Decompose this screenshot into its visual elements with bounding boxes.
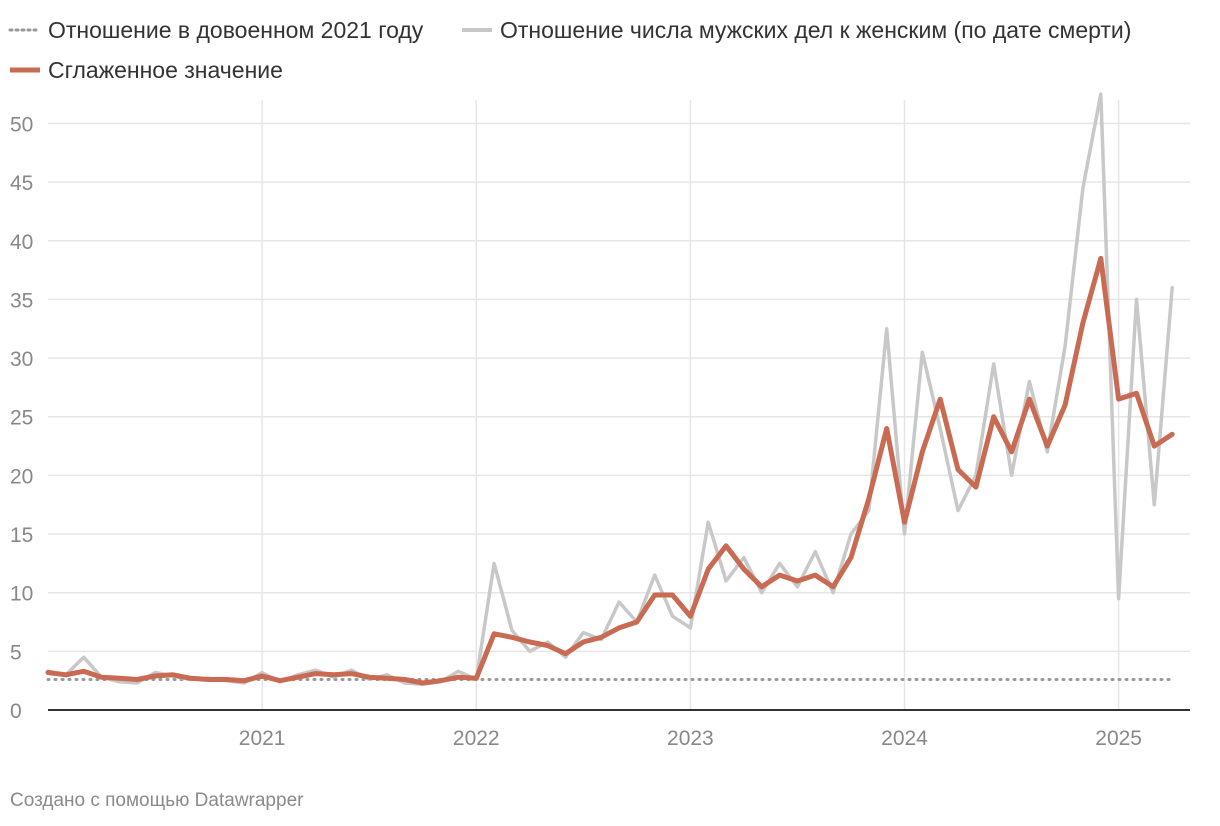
legend: Отношение в довоенном 2021 году Отношени… [8,17,1131,83]
legend-label-raw: Отношение числа мужских дел к женским (п… [500,17,1131,43]
y-tick-label: 25 [10,407,33,430]
y-tick-label: 30 [10,348,33,371]
series-layer [45,92,1175,686]
y-tick-label: 35 [10,289,33,312]
footer-credit: Создано с помощью Datawrapper [10,790,304,811]
x-tick-label: 2021 [239,727,286,750]
legend-item-raw: Отношение числа мужских дел к женским (п… [462,17,1131,43]
series-smoothed [45,255,1175,686]
legend-label-smooth: Сглаженное значение [48,57,283,83]
y-tick-label: 5 [10,641,22,664]
x-tick-label: 2025 [1095,727,1142,750]
y-tick-label: 10 [10,583,33,606]
x-tick-label: 2023 [667,727,714,750]
x-tick-label: 2024 [881,727,928,750]
x-axis-tick-labels: 2021 2022 2023 2024 2025 [239,727,1142,750]
y-tick-label: 0 [10,700,22,723]
y-tick-label: 45 [10,172,33,195]
y-tick-label: 20 [10,465,33,488]
legend-label-baseline: Отношение в довоенном 2021 году [48,17,424,43]
y-tick-label: 40 [10,231,33,254]
y-tick-label: 50 [10,113,33,136]
y-axis-tick-labels: 0 5 10 15 20 25 30 35 40 45 50 [10,113,33,723]
gridlines [48,100,1190,710]
y-tick-label: 15 [10,524,33,547]
legend-item-baseline: Отношение в довоенном 2021 году [8,17,424,43]
legend-item-smooth: Сглаженное значение [10,57,283,83]
x-tick-label: 2022 [453,727,500,750]
